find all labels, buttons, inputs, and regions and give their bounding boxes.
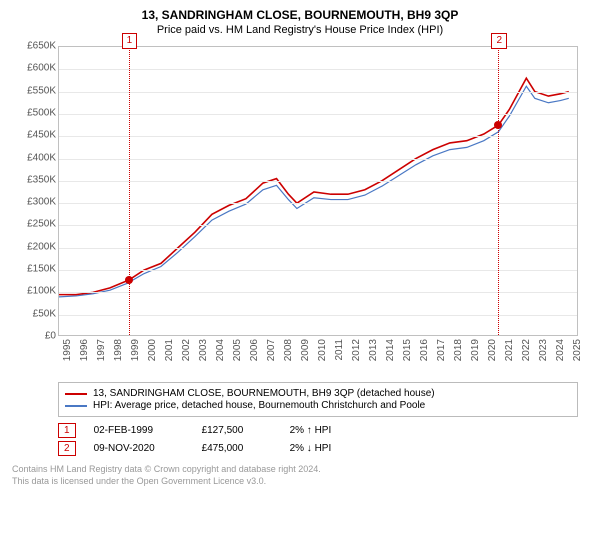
x-tick-label: 1998 (113, 339, 124, 361)
x-tick-label: 2012 (351, 339, 362, 361)
x-tick-label: 2001 (164, 339, 175, 361)
sale-price: £475,000 (202, 443, 272, 454)
y-axis-labels: £0£50K£100K£150K£200K£250K£300K£350K£400… (12, 46, 58, 336)
x-tick-label: 2008 (283, 339, 294, 361)
x-tick-label: 2005 (232, 339, 243, 361)
x-tick-label: 1999 (130, 339, 141, 361)
marker-vline (129, 47, 130, 335)
x-tick-label: 1995 (62, 339, 73, 361)
legend: 13, SANDRINGHAM CLOSE, BOURNEMOUTH, BH9 … (58, 382, 578, 417)
x-tick-label: 2024 (555, 339, 566, 361)
x-tick-label: 2020 (487, 339, 498, 361)
y-tick-label: £250K (27, 219, 56, 230)
x-tick-label: 2025 (572, 339, 583, 361)
chart-container: 13, SANDRINGHAM CLOSE, BOURNEMOUTH, BH9 … (0, 0, 600, 560)
legend-swatch (65, 393, 87, 395)
sale-date: 09-NOV-2020 (94, 443, 184, 454)
sale-vs-hpi: 2% ↑ HPI (290, 425, 332, 436)
footer-attribution: Contains HM Land Registry data © Crown c… (12, 464, 588, 487)
x-tick-label: 2006 (249, 339, 260, 361)
marker-vline (498, 47, 499, 335)
x-tick-label: 2019 (470, 339, 481, 361)
x-tick-label: 2003 (198, 339, 209, 361)
legend-label: 13, SANDRINGHAM CLOSE, BOURNEMOUTH, BH9 … (93, 388, 435, 399)
x-tick-label: 2023 (538, 339, 549, 361)
x-tick-label: 2014 (385, 339, 396, 361)
chart-title: 13, SANDRINGHAM CLOSE, BOURNEMOUTH, BH9 … (12, 8, 588, 22)
marker-number-box: 2 (491, 33, 507, 49)
line-series-svg (59, 47, 579, 337)
marker-dot (494, 121, 502, 129)
x-tick-label: 2000 (147, 339, 158, 361)
y-tick-label: £50K (33, 308, 56, 319)
y-tick-label: £300K (27, 197, 56, 208)
x-tick-label: 2017 (436, 339, 447, 361)
sale-date: 02-FEB-1999 (94, 425, 184, 436)
y-tick-label: £350K (27, 174, 56, 185)
footer-line-1: Contains HM Land Registry data © Crown c… (12, 464, 588, 476)
x-tick-label: 2021 (504, 339, 515, 361)
y-tick-label: £400K (27, 152, 56, 163)
sale-number-box: 2 (58, 441, 76, 456)
y-tick-label: £450K (27, 130, 56, 141)
sales-table: 1 02-FEB-1999 £127,500 2% ↑ HPI 2 09-NOV-2020… (58, 423, 588, 456)
y-tick-label: £500K (27, 107, 56, 118)
x-tick-label: 2010 (317, 339, 328, 361)
legend-row: 13, SANDRINGHAM CLOSE, BOURNEMOUTH, BH9 … (65, 388, 571, 399)
y-tick-label: £0 (45, 331, 56, 342)
y-tick-label: £650K (27, 41, 56, 52)
sale-row: 1 02-FEB-1999 £127,500 2% ↑ HPI (58, 423, 588, 438)
sale-number-box: 1 (58, 423, 76, 438)
x-tick-label: 2016 (419, 339, 430, 361)
x-tick-label: 1996 (79, 339, 90, 361)
marker-number-box: 1 (122, 33, 138, 49)
sale-price: £127,500 (202, 425, 272, 436)
x-tick-label: 2013 (368, 339, 379, 361)
sale-vs-hpi: 2% ↓ HPI (290, 443, 332, 454)
chart-area: £0£50K£100K£150K£200K£250K£300K£350K£400… (12, 46, 588, 336)
x-tick-label: 1997 (96, 339, 107, 361)
x-tick-label: 2004 (215, 339, 226, 361)
x-tick-label: 2009 (300, 339, 311, 361)
y-tick-label: £600K (27, 63, 56, 74)
x-tick-label: 2007 (266, 339, 277, 361)
y-tick-label: £200K (27, 241, 56, 252)
y-tick-label: £100K (27, 286, 56, 297)
legend-swatch (65, 405, 87, 407)
footer-line-2: This data is licensed under the Open Gov… (12, 476, 588, 488)
x-tick-label: 2015 (402, 339, 413, 361)
x-tick-label: 2011 (334, 339, 345, 361)
x-axis-labels: 1995 1996 1997 1998 1999 2000 2001 2002 2003 2004… (59, 335, 577, 375)
x-tick-label: 2018 (453, 339, 464, 361)
y-tick-label: £150K (27, 264, 56, 275)
series-property (59, 78, 569, 294)
marker-dot (125, 276, 133, 284)
x-tick-label: 2002 (181, 339, 192, 361)
x-tick-label: 2022 (521, 339, 532, 361)
sale-row: 2 09-NOV-2020 £475,000 2% ↓ HPI (58, 441, 588, 456)
legend-row: HPI: Average price, detached house, Bour… (65, 400, 571, 411)
y-tick-label: £550K (27, 85, 56, 96)
plot-area: 1995199619971998199920002001200220032004… (58, 46, 578, 336)
legend-label: HPI: Average price, detached house, Bour… (93, 400, 425, 411)
